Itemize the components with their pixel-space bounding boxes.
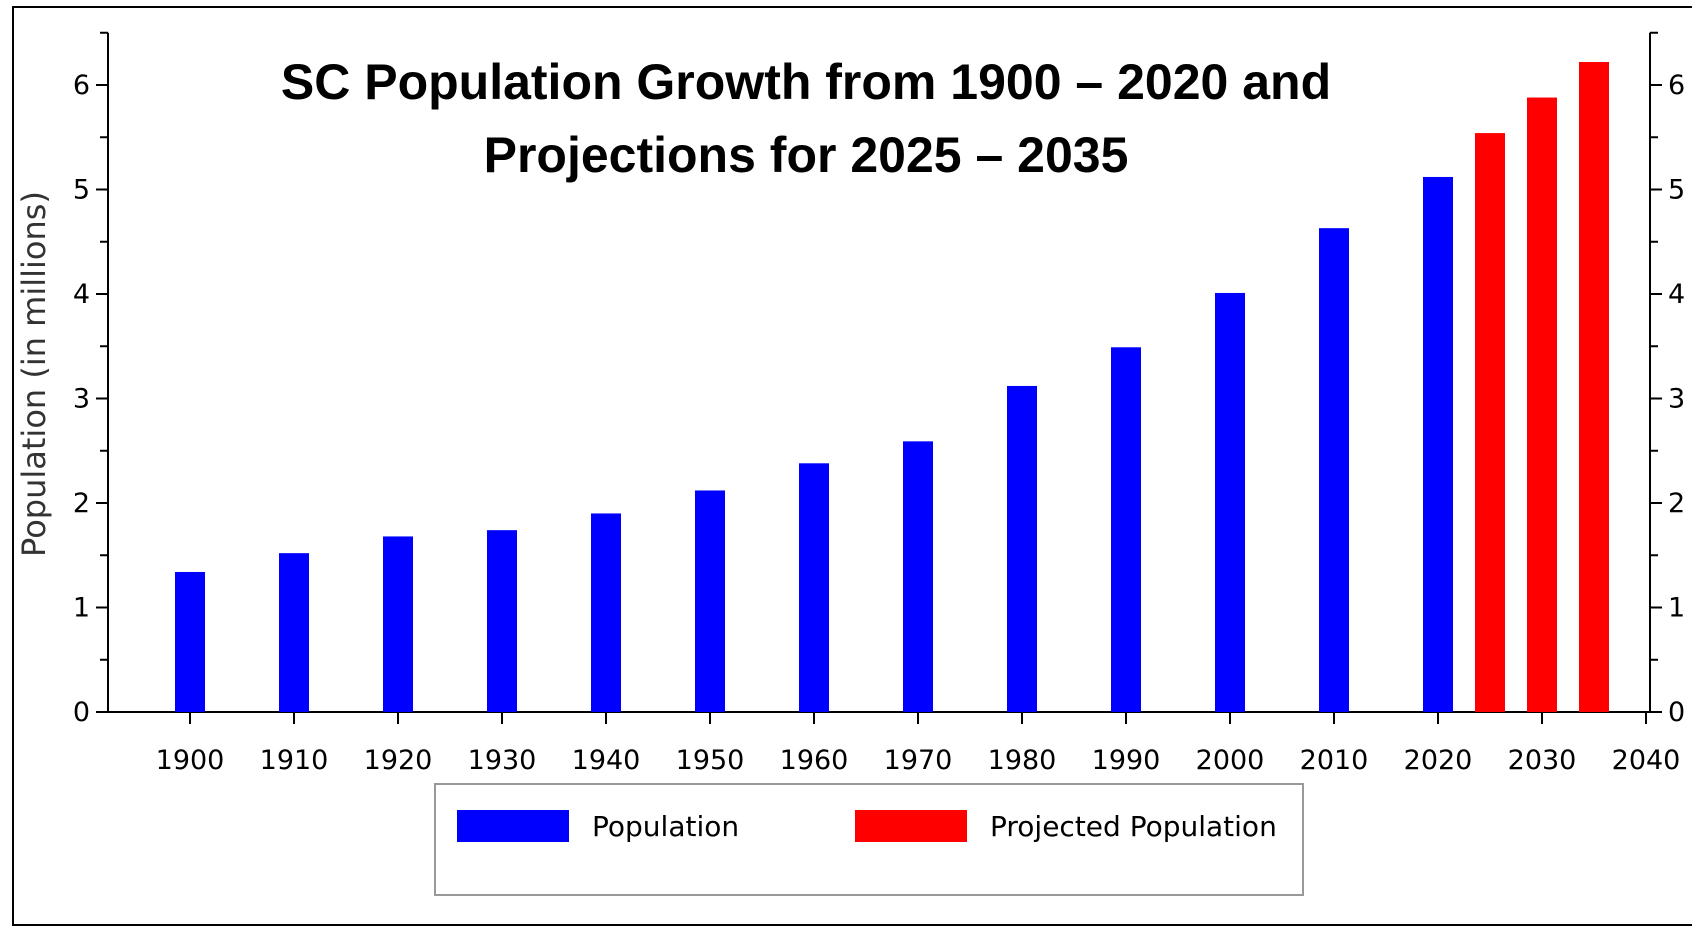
- chart-title-line-2: Projections for 2025 – 2035: [484, 127, 1129, 183]
- y-tick-label-right: 1: [1668, 593, 1685, 624]
- population-bar: [487, 530, 517, 712]
- x-tick-label: 2020: [1404, 745, 1473, 776]
- legend: Population Projected Population: [434, 783, 1304, 896]
- x-tick-label: 1990: [1092, 745, 1161, 776]
- y-axis-title: Population (in millions): [15, 191, 53, 557]
- x-tick-label: 1960: [780, 745, 849, 776]
- x-tick-label: 2000: [1196, 745, 1265, 776]
- population-bar: [175, 571, 205, 712]
- population-bar: [1319, 228, 1349, 713]
- chart-title-line-1: SC Population Growth from 1900 – 2020 an…: [281, 54, 1331, 110]
- y-tick-label-left: 1: [73, 593, 90, 624]
- legend-label-projected-population: Projected Population: [990, 810, 1277, 843]
- x-tick-label: 1930: [468, 745, 537, 776]
- chart-title: SC Population Growth from 1900 – 2020 an…: [281, 54, 1331, 183]
- bars: [175, 62, 1609, 713]
- population-bar: [695, 490, 725, 712]
- x-tick-label: 1950: [676, 745, 745, 776]
- y-tick-label-right: 6: [1668, 70, 1685, 101]
- population-bar: [1215, 292, 1245, 712]
- x-tick-label: 2030: [1508, 745, 1577, 776]
- y-tick-label-left: 5: [73, 175, 90, 206]
- y-tick-label-right: 3: [1668, 384, 1685, 415]
- x-tick-label: 1900: [156, 745, 225, 776]
- chart-frame: [12, 6, 1692, 926]
- y-tick-label-left: 0: [73, 697, 90, 728]
- axes: [96, 31, 1662, 724]
- x-tick-label: 1910: [260, 745, 329, 776]
- legend-swatch-population: [457, 810, 569, 842]
- projected-population-bar: [1579, 62, 1609, 712]
- x-tick-label: 1920: [364, 745, 433, 776]
- population-bar: [383, 536, 413, 712]
- y-tick-label-left: 6: [73, 70, 90, 101]
- projected-population-bar: [1475, 133, 1505, 712]
- y-tick-label-right: 2: [1668, 488, 1685, 519]
- x-tick-label: 1980: [988, 745, 1057, 776]
- y-tick-label-left: 2: [73, 488, 90, 519]
- x-tick-label: 1940: [572, 745, 641, 776]
- tick-labels: 0 1 2 3 4 5 6 0 1 2 3 4 5 6 1900 1910 1920 1930 1940 1950 19…: [73, 70, 1685, 776]
- population-bar: [903, 441, 933, 712]
- y-tick-label-right: 4: [1668, 279, 1685, 310]
- population-bar: [1423, 176, 1453, 712]
- population-bar: [279, 553, 309, 712]
- population-bar: [1007, 385, 1037, 712]
- population-bar: [799, 463, 829, 712]
- y-tick-label-left: 4: [73, 279, 90, 310]
- legend-label-population: Population: [592, 810, 739, 843]
- population-bar: [1111, 347, 1141, 712]
- y-tick-label-left: 3: [73, 384, 90, 415]
- population-bar: [591, 513, 621, 712]
- legend-swatch-projected-population: [855, 810, 967, 842]
- y-tick-label-right: 0: [1668, 697, 1685, 728]
- projected-population-bar: [1527, 97, 1557, 713]
- x-tick-label: 1970: [884, 745, 953, 776]
- x-tick-label: 2010: [1300, 745, 1369, 776]
- y-tick-label-right: 5: [1668, 175, 1685, 206]
- x-tick-label: 2040: [1612, 745, 1681, 776]
